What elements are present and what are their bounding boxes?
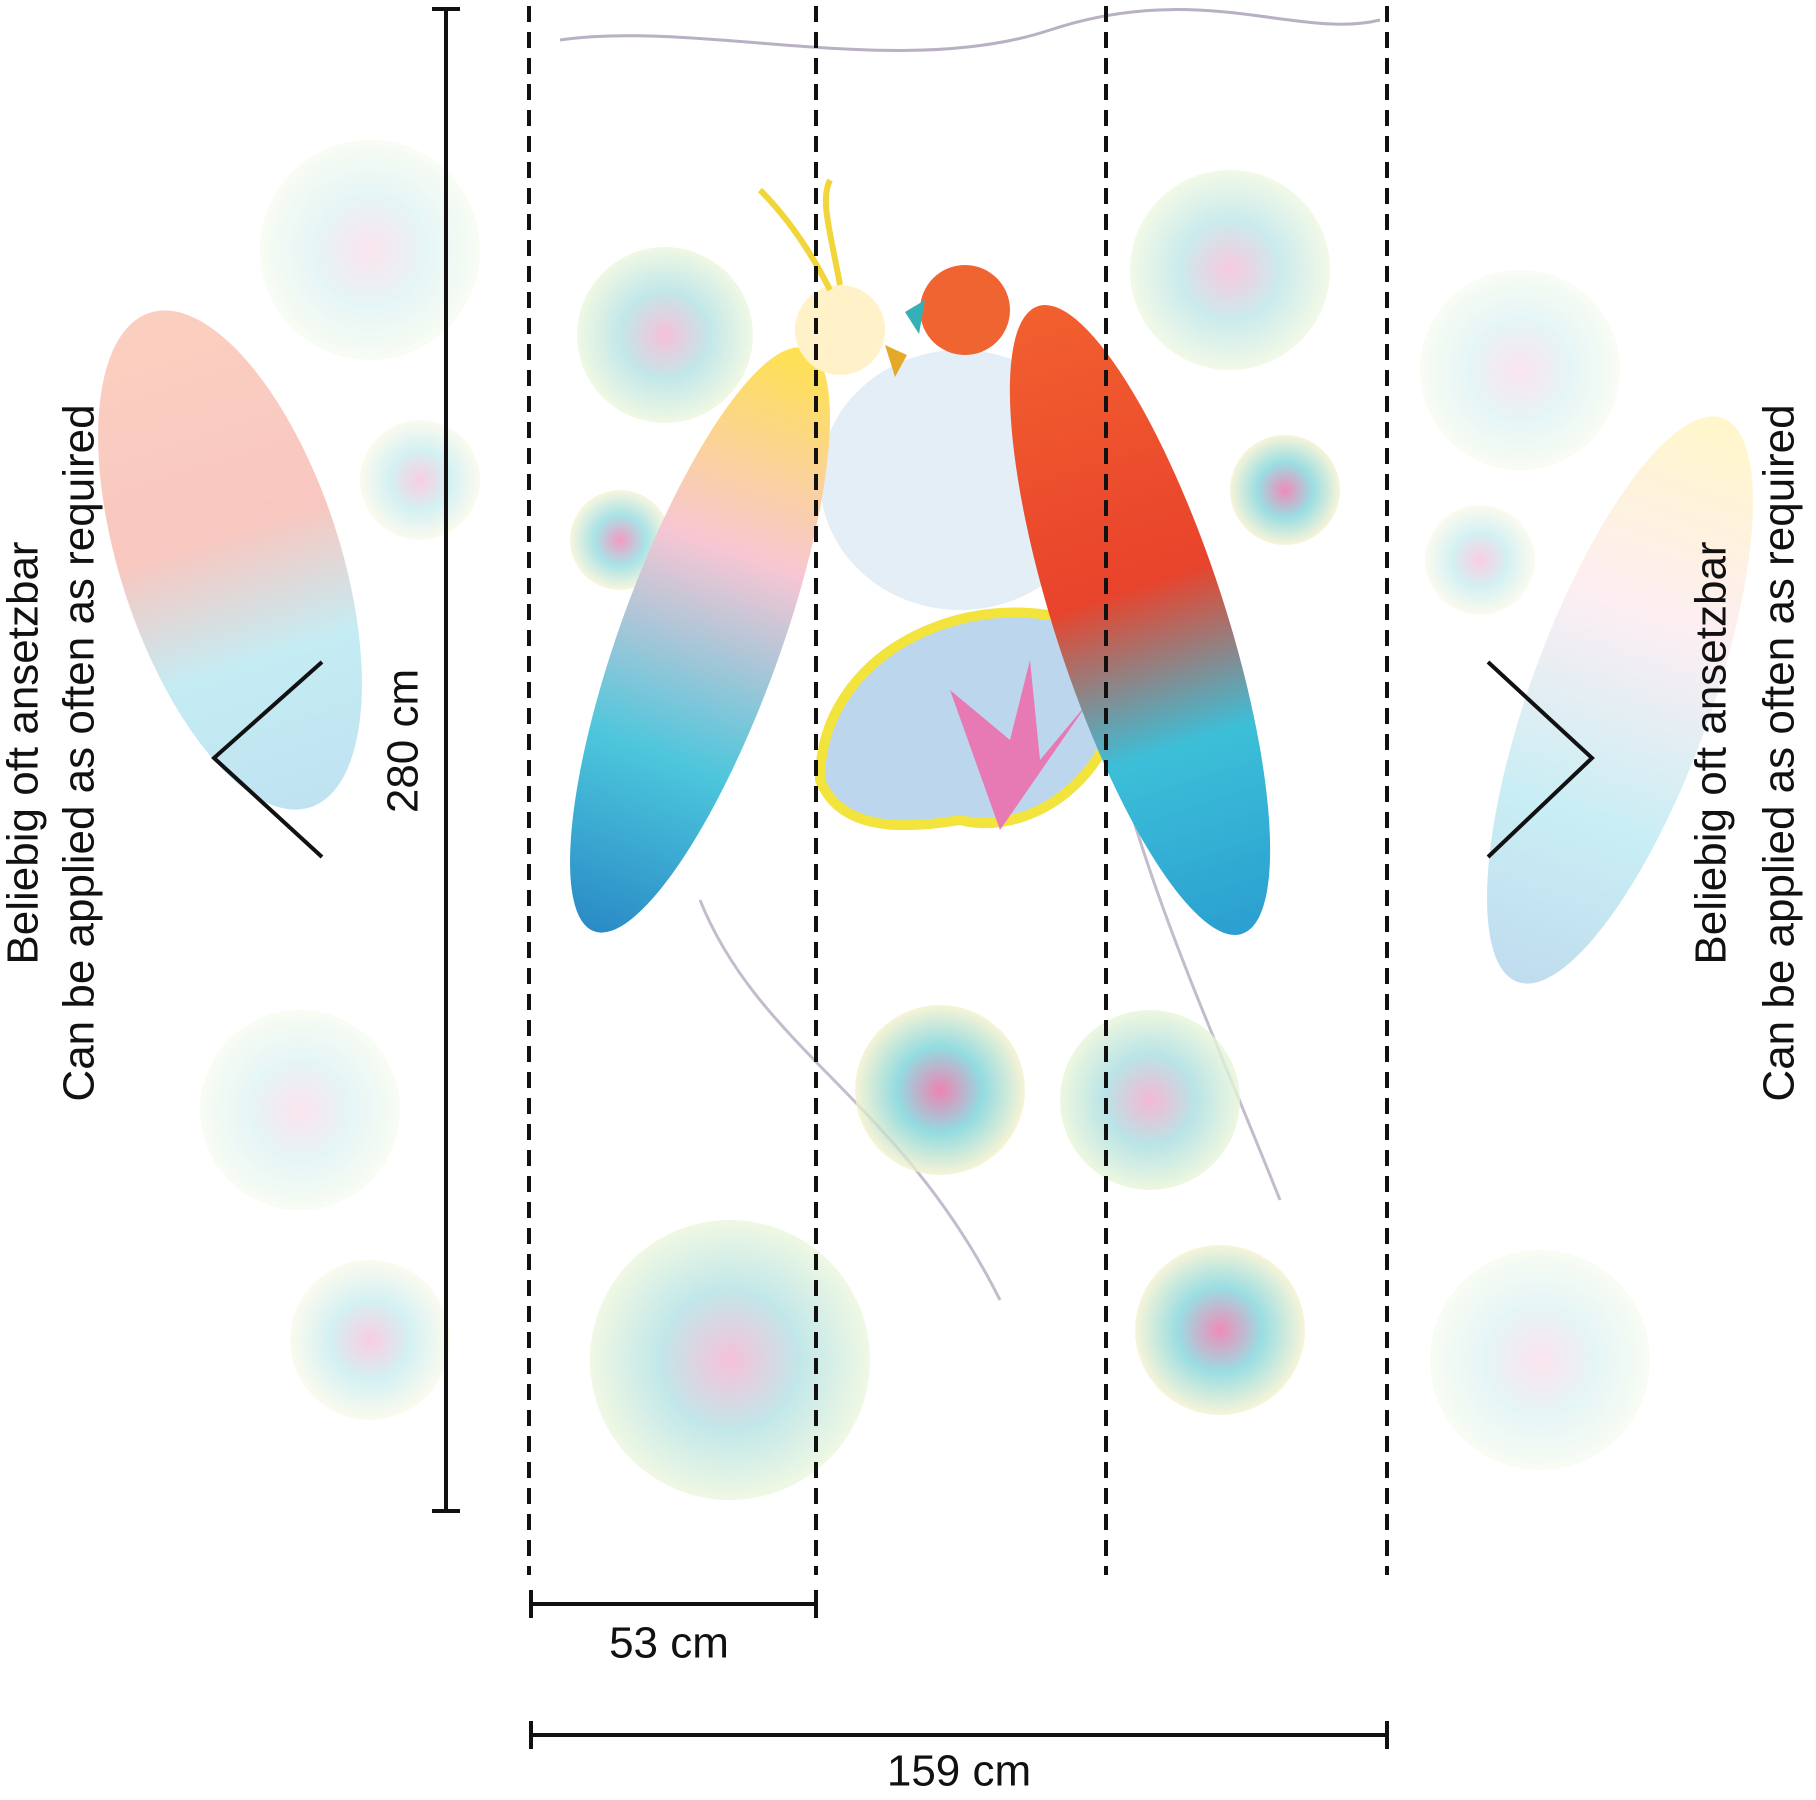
height-label: 280 cm (379, 669, 428, 813)
panel-width-label: 53 cm (609, 1619, 729, 1668)
total-width-measure (529, 1721, 1389, 1749)
repeat-note-german: Beliebig oft ansetzbar (1687, 541, 1736, 964)
repeat-note-english: Can be applied as often as required (1755, 404, 1804, 1101)
repeat-chevron-left (211, 660, 324, 859)
wallpaper-artwork (559, 8, 1381, 1500)
repeat-note-german: Beliebig oft ansetzbar (0, 541, 48, 964)
repeat-chevron-right (1486, 660, 1595, 859)
repeat-note-english: Can be applied as often as required (55, 404, 104, 1101)
height-measure (432, 7, 460, 1513)
total-width-label: 159 cm (887, 1747, 1031, 1796)
panel-width-measure (529, 1590, 818, 1618)
faded-repeat-right (1420, 270, 1753, 1470)
